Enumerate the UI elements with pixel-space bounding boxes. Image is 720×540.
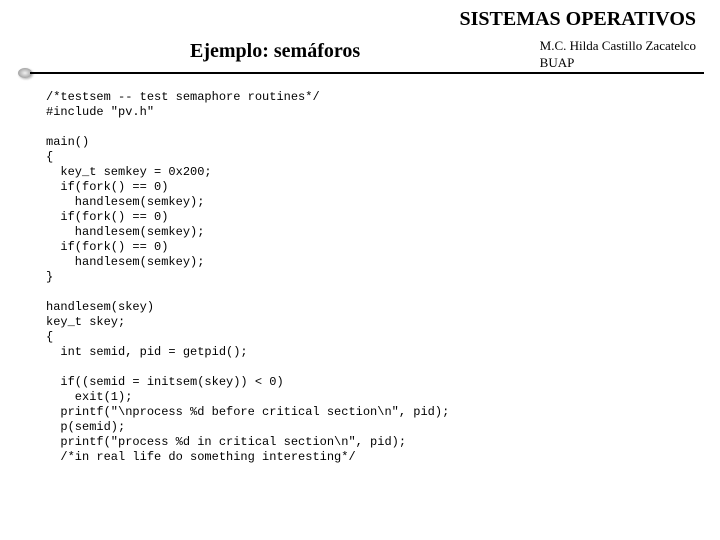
author-affiliation: BUAP [540,55,696,72]
author-name: M.C. Hilda Castillo Zacatelco [540,38,696,55]
author-block: M.C. Hilda Castillo Zacatelco BUAP [540,38,696,72]
page-header-title: SISTEMAS OPERATIVOS [459,8,696,31]
code-block: /*testsem -- test semaphore routines*/ #… [46,90,449,465]
divider-line [30,72,704,74]
slide-title: Ejemplo: semáforos [190,40,360,63]
